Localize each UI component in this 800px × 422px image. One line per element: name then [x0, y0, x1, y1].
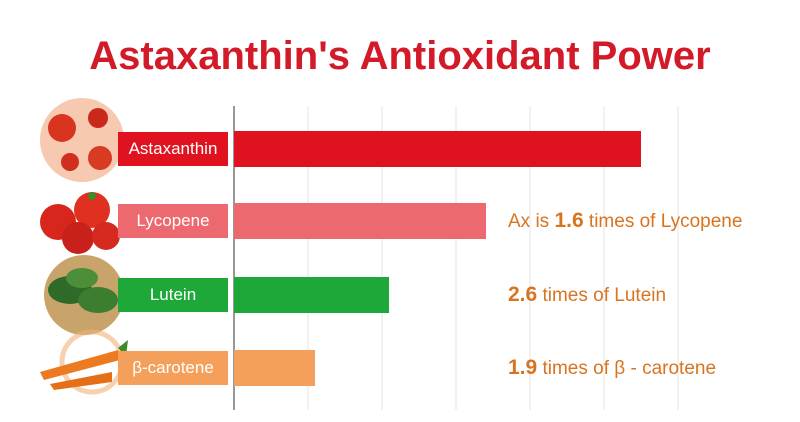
spinach-image: [44, 255, 124, 335]
annotation-number: 1.6: [554, 209, 584, 232]
annotation-number: 2.6: [508, 283, 538, 306]
bar: [234, 277, 390, 313]
carrot-image: [40, 329, 128, 395]
category-label: β-carotene: [118, 351, 228, 385]
annotation: Ax is 1.6 times of Lycopene: [508, 203, 742, 240]
annotation: 1.9 times of β - carotene: [508, 350, 716, 387]
annotation-text: Ax is: [508, 211, 555, 232]
category-label: Lutein: [118, 278, 228, 312]
bar: [234, 350, 316, 386]
category-label: Astaxanthin: [118, 132, 228, 166]
annotation-text: times of β - carotene: [537, 358, 717, 379]
bar: [234, 203, 486, 239]
category-label: Lycopene: [118, 204, 228, 238]
annotation: 2.6 times of Lutein: [508, 277, 666, 314]
tomato-image: [40, 192, 120, 254]
chart-title: Astaxanthin's Antioxidant Power: [89, 34, 711, 78]
bar: [234, 131, 641, 167]
annotation-text: times of Lycopene: [583, 211, 743, 232]
astaxanthin-image: [40, 98, 124, 182]
annotation-text: times of Lutein: [537, 285, 667, 306]
annotation-number: 1.9: [508, 356, 538, 379]
